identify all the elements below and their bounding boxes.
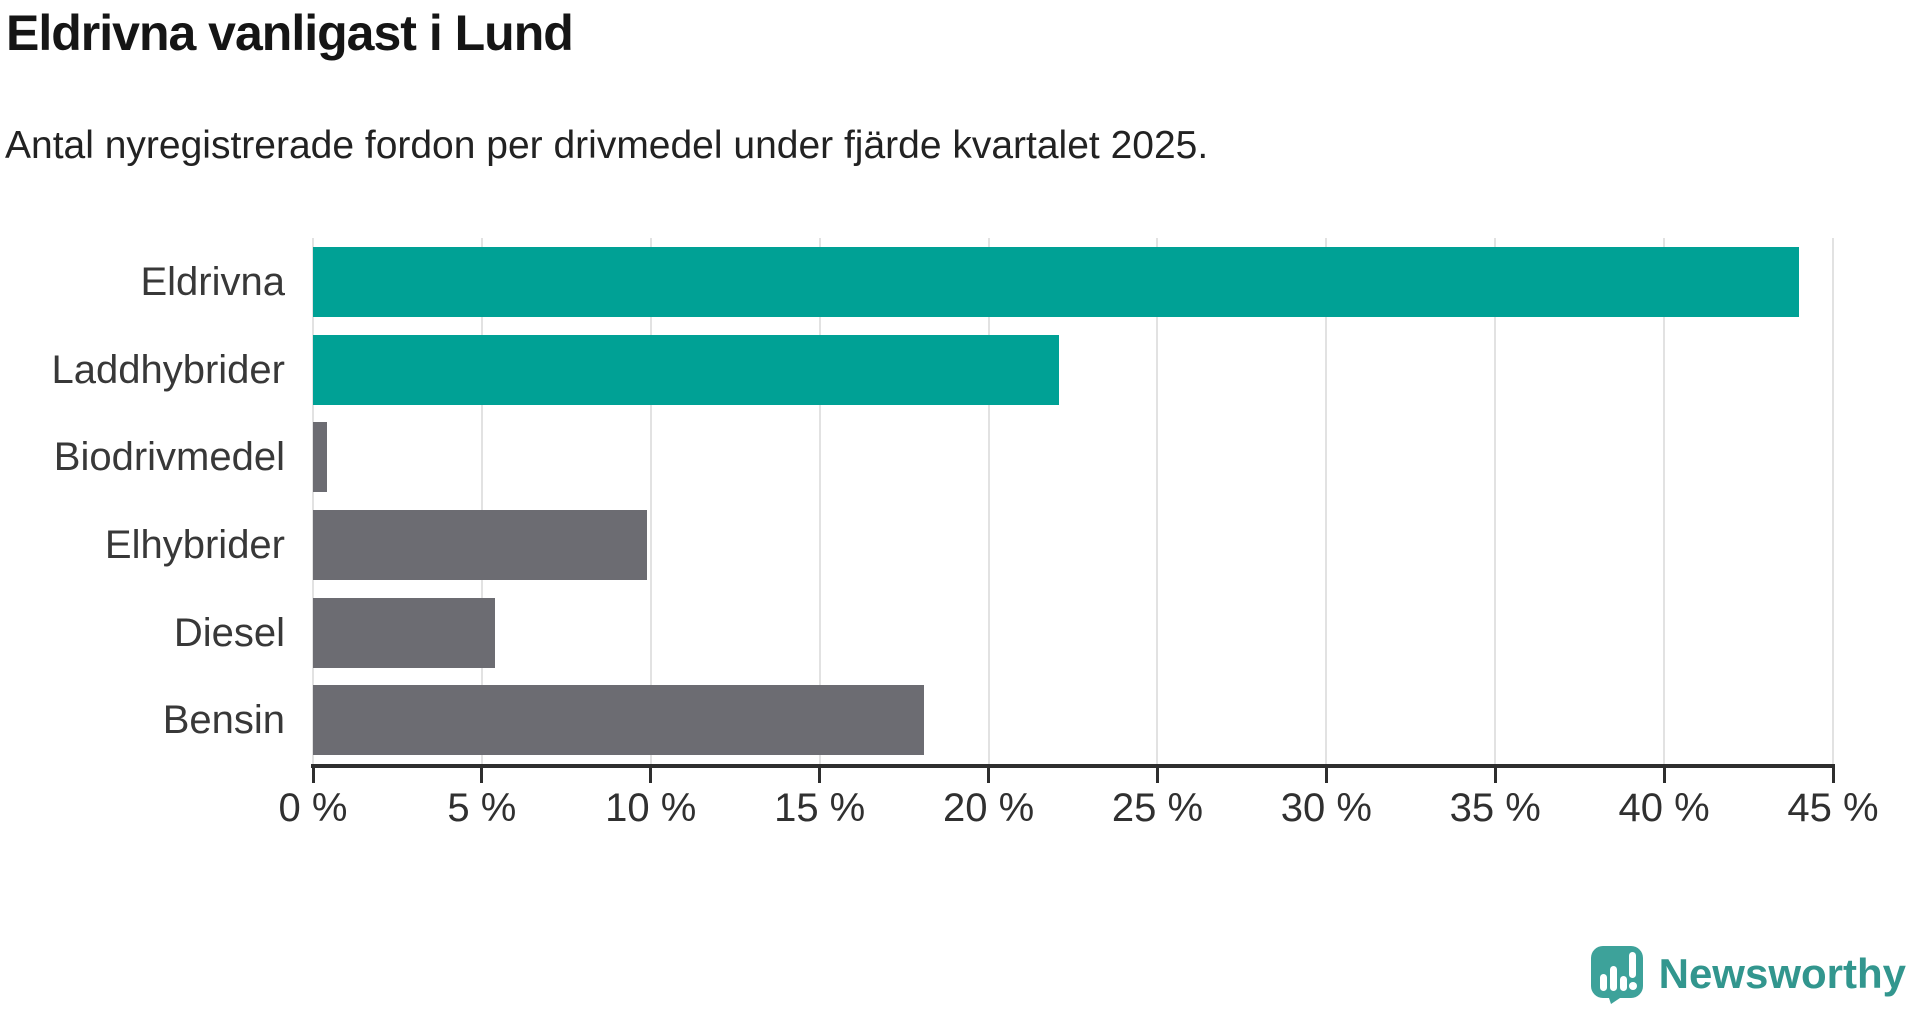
x-tick-label: 30 % xyxy=(1280,786,1372,830)
x-tick xyxy=(1324,766,1328,783)
category-label: Diesel xyxy=(173,610,285,655)
x-tick-label: 20 % xyxy=(942,786,1035,830)
gridline xyxy=(1663,238,1666,764)
gridline xyxy=(818,238,821,764)
x-tick-label: 0 % xyxy=(278,786,348,830)
category-label: Laddhybrider xyxy=(51,347,286,392)
x-tick xyxy=(1662,766,1666,783)
x-tick xyxy=(1155,766,1159,783)
bar-eldrivna xyxy=(313,246,1800,317)
gridline xyxy=(1325,238,1328,764)
x-tick-label: 45 % xyxy=(1787,786,1879,830)
x-tick-label: 10 % xyxy=(605,786,697,830)
page-title: Eldrivna vanligast i Lund xyxy=(6,5,574,61)
x-tick xyxy=(1831,766,1835,783)
x-tick xyxy=(987,766,991,783)
newsworthy-logo-text: Newsworthy xyxy=(1658,950,1906,997)
x-tick xyxy=(1493,766,1497,783)
bar-elhybrider xyxy=(313,509,648,580)
x-tick-label: 25 % xyxy=(1111,786,1204,830)
gridline xyxy=(1832,238,1834,764)
x-axis-line xyxy=(311,764,1835,768)
newsworthy-logo: Newsworthy xyxy=(1589,944,1906,1004)
x-tick-label: 35 % xyxy=(1449,786,1541,830)
newsworthy-logo-icon xyxy=(1590,946,1643,1004)
x-tick-label: 40 % xyxy=(1618,786,1710,830)
category-label: Eldrivna xyxy=(140,259,285,304)
x-tick xyxy=(649,766,653,783)
plot-area xyxy=(312,238,1834,764)
x-tick xyxy=(311,766,315,783)
category-label: Bensin xyxy=(162,698,285,743)
gridline xyxy=(1494,238,1497,764)
gridline xyxy=(987,238,990,764)
gridline xyxy=(480,238,483,764)
page-subtitle: Antal nyregistrerade fordon per drivmede… xyxy=(5,124,1209,167)
x-tick xyxy=(818,766,822,783)
category-label: Biodrivmedel xyxy=(53,435,285,480)
gridline xyxy=(1156,238,1159,764)
y-axis-category-labels: Eldrivna Laddhybrider Biodrivmedel Elhybrid… xyxy=(0,238,286,764)
x-tick-label: 5 % xyxy=(447,786,517,830)
gridline xyxy=(312,238,314,764)
category-label: Elhybrider xyxy=(104,522,285,567)
x-tick-label: 15 % xyxy=(774,786,866,830)
bar-biodrivmedel xyxy=(313,422,327,493)
bar-laddhybrider xyxy=(313,334,1060,405)
bar-bensin xyxy=(313,685,925,756)
gridline xyxy=(649,238,652,764)
x-tick xyxy=(480,766,484,783)
bar-diesel xyxy=(313,597,496,668)
